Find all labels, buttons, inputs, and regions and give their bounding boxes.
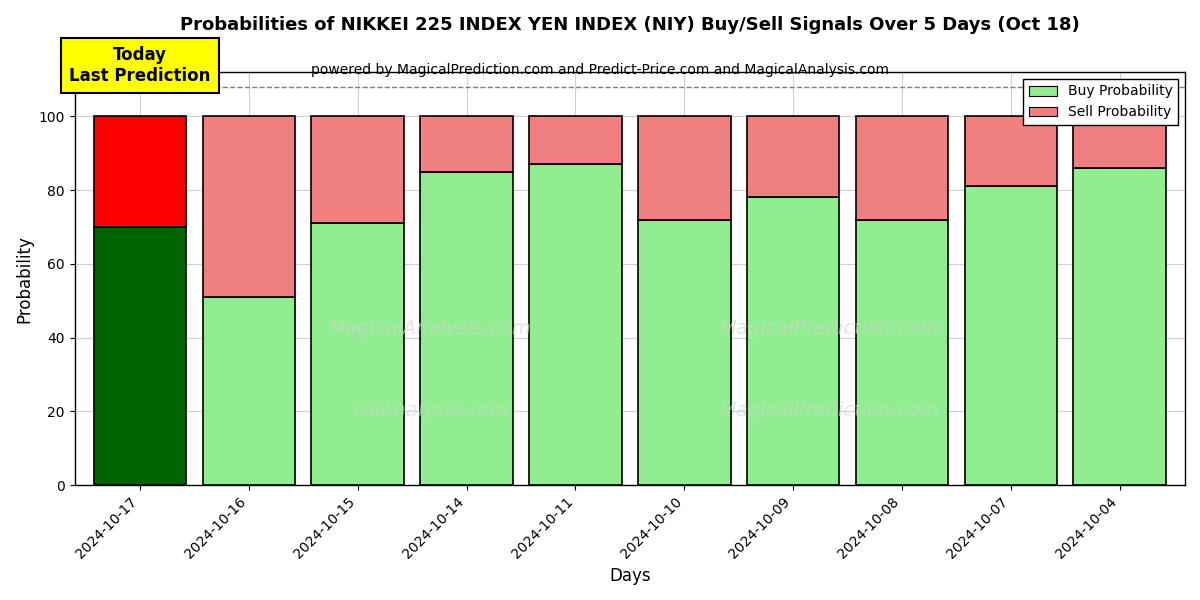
Text: powered by MagicalPrediction.com and Predict-Price.com and MagicalAnalysis.com: powered by MagicalPrediction.com and Pre…: [311, 63, 889, 77]
Bar: [746, 197, 839, 485]
Title: Probabilities of NIKKEI 225 INDEX YEN INDEX (NIY) Buy/Sell Signals Over 5 Days (: Probabilities of NIKKEI 225 INDEX YEN IN…: [180, 16, 1080, 34]
Bar: [420, 116, 512, 172]
Text: MagicalPrediction.com: MagicalPrediction.com: [720, 401, 940, 420]
Bar: [1074, 168, 1166, 485]
Bar: [312, 116, 404, 223]
Bar: [203, 116, 295, 297]
Bar: [94, 116, 186, 227]
Text: Today
Last Prediction: Today Last Prediction: [70, 46, 211, 85]
Bar: [94, 227, 186, 485]
Bar: [1074, 116, 1166, 168]
Text: MagicalPrediction.com: MagicalPrediction.com: [720, 319, 940, 338]
Bar: [638, 220, 731, 485]
Text: calAnalysis.com: calAnalysis.com: [352, 401, 508, 420]
Bar: [312, 223, 404, 485]
Bar: [529, 164, 622, 485]
Bar: [746, 116, 839, 197]
Bar: [638, 116, 731, 220]
Bar: [965, 116, 1057, 187]
Bar: [856, 220, 948, 485]
Y-axis label: Probability: Probability: [16, 235, 34, 323]
Bar: [529, 116, 622, 164]
Text: MagicalAnalysis.com: MagicalAnalysis.com: [329, 319, 532, 338]
Bar: [420, 172, 512, 485]
Bar: [203, 297, 295, 485]
Bar: [856, 116, 948, 220]
X-axis label: Days: Days: [610, 567, 650, 585]
Legend: Buy Probability, Sell Probability: Buy Probability, Sell Probability: [1024, 79, 1178, 125]
Bar: [965, 187, 1057, 485]
